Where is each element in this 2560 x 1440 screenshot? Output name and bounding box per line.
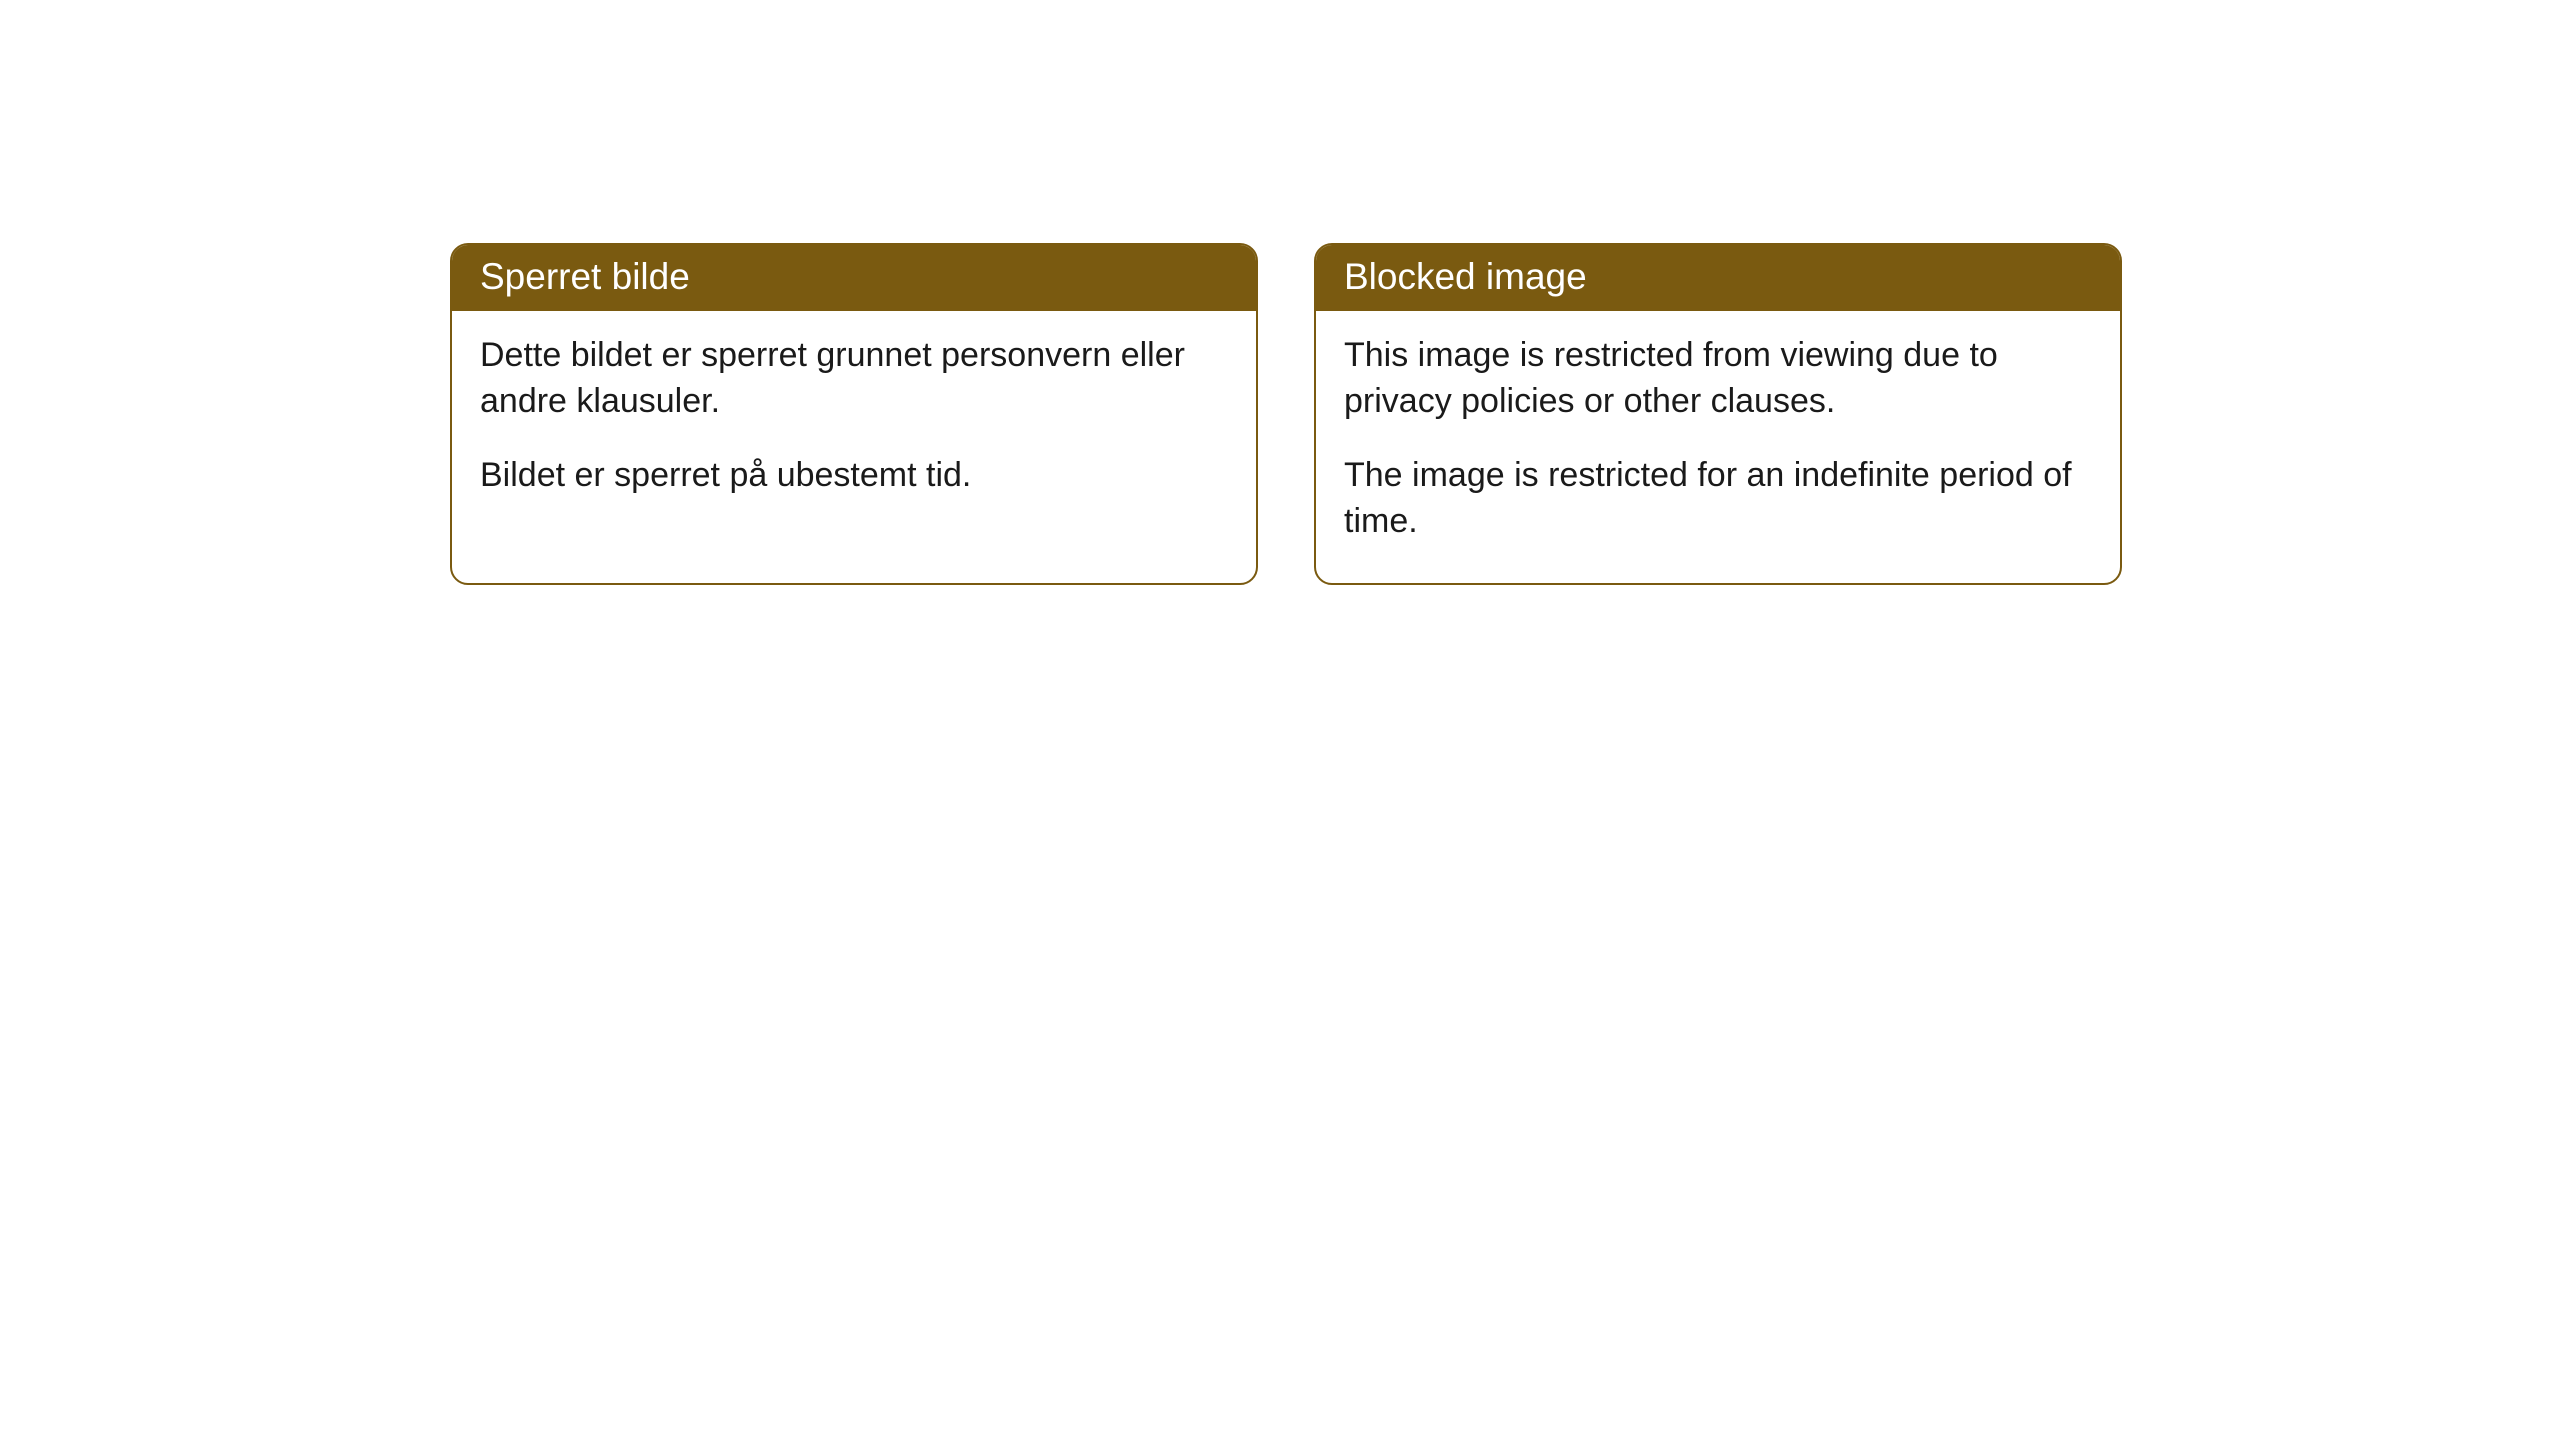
card-title: Blocked image	[1344, 256, 1587, 297]
card-paragraph: Dette bildet er sperret grunnet personve…	[480, 333, 1228, 425]
card-paragraph: This image is restricted from viewing du…	[1344, 333, 2092, 425]
card-title: Sperret bilde	[480, 256, 690, 297]
notice-cards-container: Sperret bilde Dette bildet er sperret gr…	[450, 243, 2122, 585]
card-body: Dette bildet er sperret grunnet personve…	[452, 311, 1256, 537]
card-paragraph: The image is restricted for an indefinit…	[1344, 453, 2092, 545]
card-paragraph: Bildet er sperret på ubestemt tid.	[480, 453, 1228, 499]
notice-card-english: Blocked image This image is restricted f…	[1314, 243, 2122, 585]
card-header: Blocked image	[1316, 245, 2120, 311]
card-body: This image is restricted from viewing du…	[1316, 311, 2120, 583]
notice-card-norwegian: Sperret bilde Dette bildet er sperret gr…	[450, 243, 1258, 585]
card-header: Sperret bilde	[452, 245, 1256, 311]
